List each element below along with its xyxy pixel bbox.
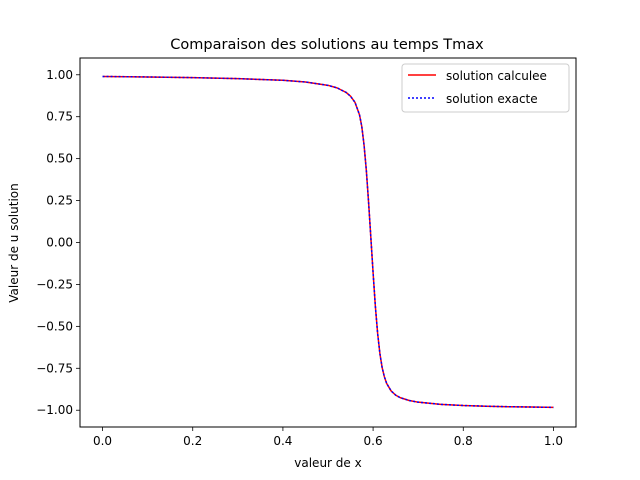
legend-label-solution-exacte: solution exacte: [446, 92, 538, 106]
y-tick-label: −0.25: [36, 277, 73, 291]
series-line-solution-exacte: [102, 75, 554, 409]
series-layer: [102, 75, 554, 409]
y-tick-label: 0.25: [46, 194, 73, 208]
x-tick-label: 0.6: [364, 434, 383, 448]
x-tick-label: 0.2: [183, 434, 202, 448]
x-tick-label: 1.0: [544, 434, 563, 448]
x-axis-label: valeur de x: [294, 456, 361, 470]
y-axis-ticks: 1.00 0.75 0.50 0.25 0.00 −0.25 −0.50 −0.75 −1.00: [36, 68, 80, 417]
y-axis-label: Valeur de u solution: [7, 183, 21, 302]
y-tick-label: 0.75: [46, 110, 73, 124]
y-tick-label: −0.75: [36, 361, 73, 375]
legend-label-solution-calculee: solution calculee: [446, 69, 547, 83]
chart-title: Comparaison des solutions au temps Tmax: [170, 37, 484, 53]
y-tick-label: 0.00: [46, 236, 73, 250]
y-tick-label: 1.00: [46, 68, 73, 82]
x-axis-ticks: 0.0 0.2 0.4 0.6 0.8 1.0: [93, 427, 563, 448]
y-tick-label: −1.00: [36, 403, 73, 417]
x-tick-label: 0.4: [273, 434, 292, 448]
y-tick-label: −0.50: [36, 319, 73, 333]
legend-box: [401, 63, 570, 113]
x-tick-label: 0.8: [454, 434, 473, 448]
legend: solution calculee solution exacte: [401, 63, 570, 113]
y-tick-label: 0.50: [46, 152, 73, 166]
x-tick-label: 0.0: [93, 434, 112, 448]
